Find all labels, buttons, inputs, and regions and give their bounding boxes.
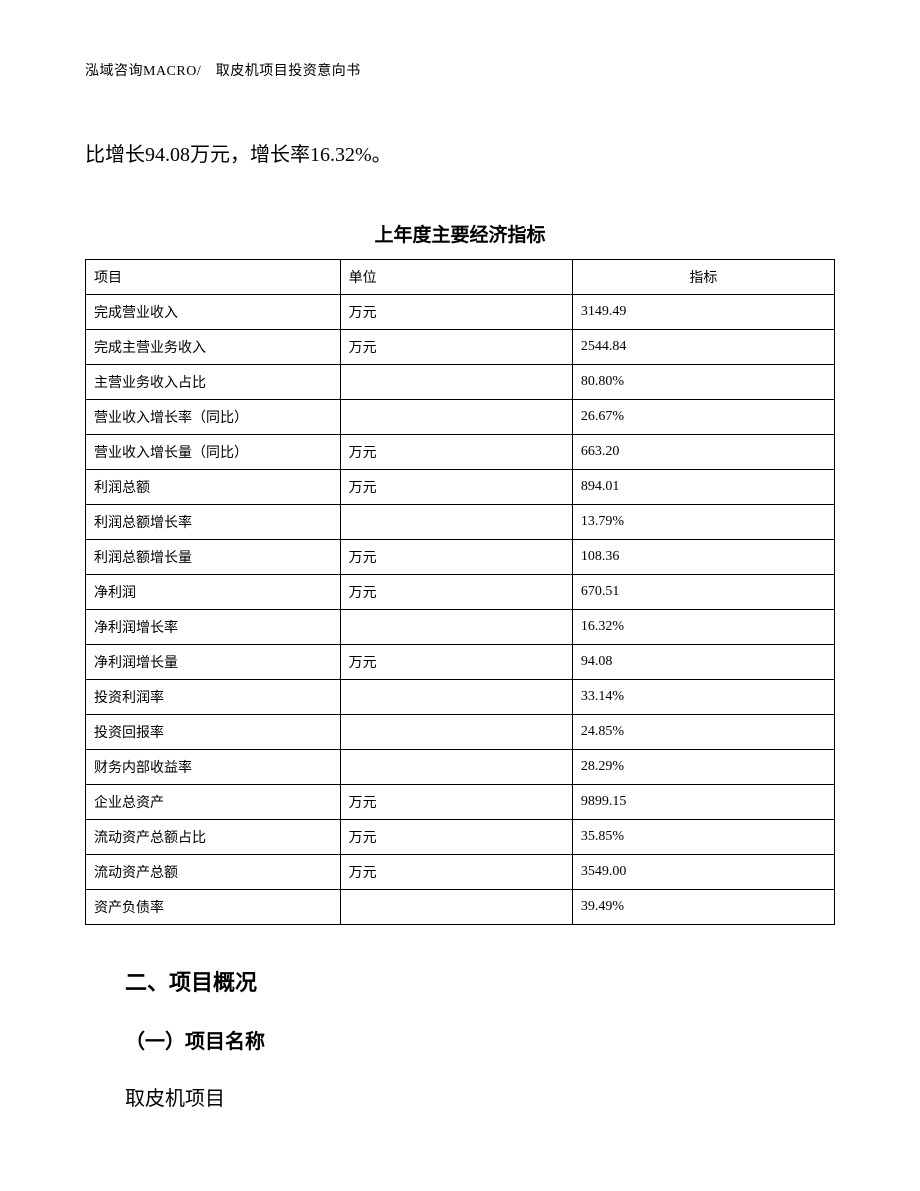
body-sentence: 比增长94.08万元，增长率16.32%。 xyxy=(85,135,835,175)
indicators-table: 项目 单位 指标 完成营业收入万元3149.49完成主营业务收入万元2544.8… xyxy=(85,259,835,925)
table-cell: 净利润增长量 xyxy=(86,645,341,680)
table-cell: 投资回报率 xyxy=(86,715,341,750)
table-cell xyxy=(340,890,572,925)
table-row: 净利润增长量万元94.08 xyxy=(86,645,835,680)
table-row: 投资利润率 33.14% xyxy=(86,680,835,715)
sub-heading: （一）项目名称 xyxy=(125,1025,835,1054)
table-cell: 16.32% xyxy=(572,610,834,645)
table-cell: 万元 xyxy=(340,645,572,680)
table-cell: 完成主营业务收入 xyxy=(86,330,341,365)
table-title: 上年度主要经济指标 xyxy=(85,220,835,247)
table-row: 完成营业收入万元3149.49 xyxy=(86,295,835,330)
table-cell: 流动资产总额 xyxy=(86,855,341,890)
table-row: 主营业务收入占比 80.80% xyxy=(86,365,835,400)
table-cell: 663.20 xyxy=(572,435,834,470)
table-cell: 利润总额增长率 xyxy=(86,505,341,540)
table-cell: 13.79% xyxy=(572,505,834,540)
table-cell: 投资利润率 xyxy=(86,680,341,715)
table-header-row: 项目 单位 指标 xyxy=(86,260,835,295)
col-header-value: 指标 xyxy=(572,260,834,295)
table-cell: 资产负债率 xyxy=(86,890,341,925)
document-page: 泓域咨询MACRO/ 取皮机项目投资意向书 比增长94.08万元，增长率16.3… xyxy=(0,0,920,1111)
table-row: 营业收入增长率（同比） 26.67% xyxy=(86,400,835,435)
table-row: 企业总资产万元9899.15 xyxy=(86,785,835,820)
table-cell xyxy=(340,715,572,750)
table-cell: 主营业务收入占比 xyxy=(86,365,341,400)
table-cell: 万元 xyxy=(340,295,572,330)
table-row: 净利润万元670.51 xyxy=(86,575,835,610)
table-cell: 营业收入增长率（同比） xyxy=(86,400,341,435)
table-cell: 24.85% xyxy=(572,715,834,750)
table-cell: 财务内部收益率 xyxy=(86,750,341,785)
table-cell xyxy=(340,505,572,540)
table-cell: 万元 xyxy=(340,470,572,505)
table-row: 利润总额万元894.01 xyxy=(86,470,835,505)
table-cell: 流动资产总额占比 xyxy=(86,820,341,855)
table-row: 投资回报率 24.85% xyxy=(86,715,835,750)
table-cell xyxy=(340,365,572,400)
table-cell: 营业收入增长量（同比） xyxy=(86,435,341,470)
table-cell: 26.67% xyxy=(572,400,834,435)
table-cell xyxy=(340,680,572,715)
col-header-unit: 单位 xyxy=(340,260,572,295)
table-row: 净利润增长率 16.32% xyxy=(86,610,835,645)
page-header: 泓域咨询MACRO/ 取皮机项目投资意向书 xyxy=(85,60,835,80)
table-cell: 完成营业收入 xyxy=(86,295,341,330)
table-cell xyxy=(340,400,572,435)
table-cell xyxy=(340,750,572,785)
table-cell: 企业总资产 xyxy=(86,785,341,820)
table-cell: 利润总额 xyxy=(86,470,341,505)
table-row: 流动资产总额占比万元35.85% xyxy=(86,820,835,855)
section-heading: 二、项目概况 xyxy=(125,965,835,997)
table-cell: 894.01 xyxy=(572,470,834,505)
table-cell: 9899.15 xyxy=(572,785,834,820)
table-cell: 净利润增长率 xyxy=(86,610,341,645)
table-row: 完成主营业务收入万元2544.84 xyxy=(86,330,835,365)
table-cell: 万元 xyxy=(340,575,572,610)
table-cell: 35.85% xyxy=(572,820,834,855)
table-row: 财务内部收益率 28.29% xyxy=(86,750,835,785)
table-cell: 万元 xyxy=(340,855,572,890)
table-cell: 利润总额增长量 xyxy=(86,540,341,575)
table-cell: 3149.49 xyxy=(572,295,834,330)
table-row: 营业收入增长量（同比）万元663.20 xyxy=(86,435,835,470)
table-cell: 万元 xyxy=(340,785,572,820)
table-cell: 33.14% xyxy=(572,680,834,715)
table-cell: 2544.84 xyxy=(572,330,834,365)
table-row: 资产负债率 39.49% xyxy=(86,890,835,925)
table-row: 流动资产总额万元3549.00 xyxy=(86,855,835,890)
table-cell: 39.49% xyxy=(572,890,834,925)
col-header-item: 项目 xyxy=(86,260,341,295)
table-cell: 80.80% xyxy=(572,365,834,400)
table-cell: 万元 xyxy=(340,540,572,575)
table-row: 利润总额增长率 13.79% xyxy=(86,505,835,540)
table-cell: 万元 xyxy=(340,435,572,470)
table-cell xyxy=(340,610,572,645)
table-cell: 3549.00 xyxy=(572,855,834,890)
table-cell: 净利润 xyxy=(86,575,341,610)
table-cell: 670.51 xyxy=(572,575,834,610)
table-row: 利润总额增长量万元108.36 xyxy=(86,540,835,575)
table-cell: 108.36 xyxy=(572,540,834,575)
table-cell: 万元 xyxy=(340,820,572,855)
table-cell: 94.08 xyxy=(572,645,834,680)
table-cell: 28.29% xyxy=(572,750,834,785)
table-cell: 万元 xyxy=(340,330,572,365)
project-name-text: 取皮机项目 xyxy=(125,1082,835,1111)
